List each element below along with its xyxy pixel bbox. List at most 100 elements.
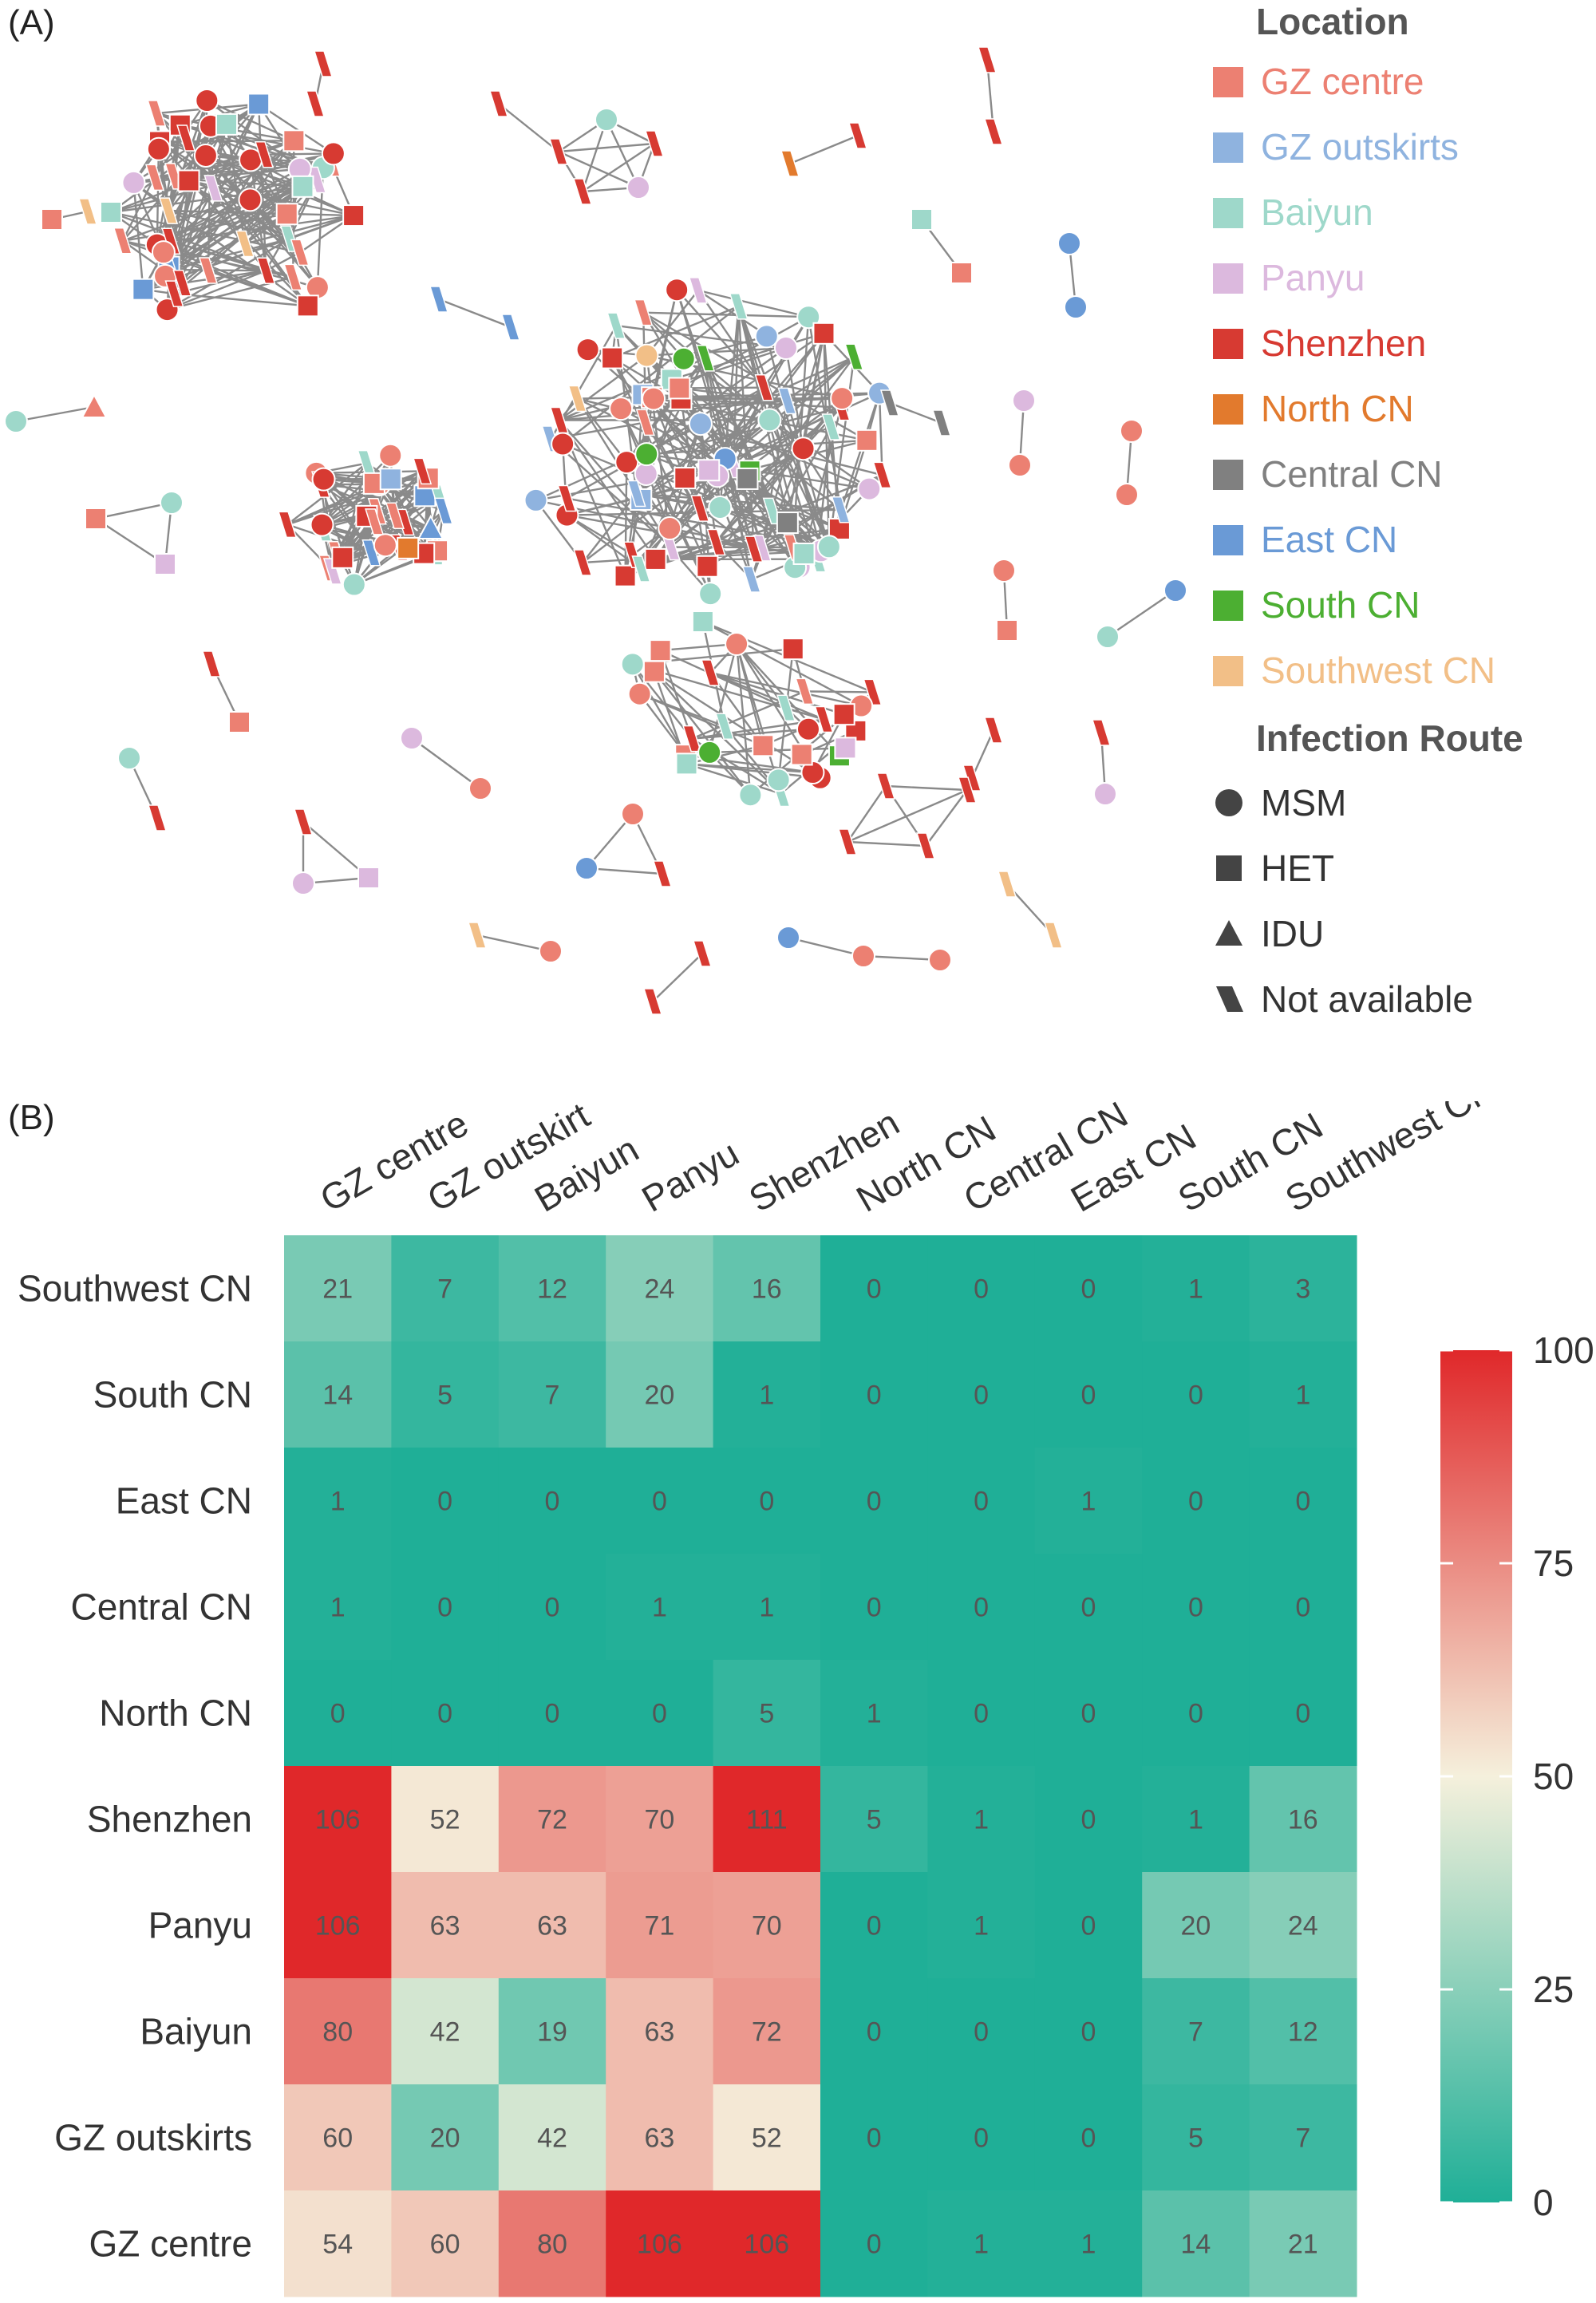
- network-node: [572, 178, 593, 205]
- network-edge: [925, 789, 968, 847]
- network-node: [983, 717, 1004, 744]
- network-node: [228, 711, 251, 733]
- network-node: [113, 227, 132, 255]
- heatmap-cell: [498, 1554, 606, 1661]
- colorbar-ticks: 0 25 50 75 100: [1440, 1329, 1594, 2223]
- network-edge: [257, 104, 267, 271]
- network-edge: [847, 840, 926, 847]
- heatmap-cell: [606, 1235, 714, 1342]
- network-node: [697, 459, 721, 482]
- network-node: [433, 497, 453, 525]
- heatmap-cell-label: 80: [322, 2017, 353, 2048]
- network-node: [644, 547, 667, 571]
- heatmap-cell: [606, 2190, 714, 2297]
- heatmap-cell-label: 0: [437, 1487, 452, 1517]
- network-node: [365, 508, 385, 535]
- heatmap-cell-label: 0: [545, 1593, 560, 1623]
- heatmap-cell-label: 14: [1180, 2230, 1211, 2260]
- legend-swatch: [1213, 591, 1243, 621]
- network-node: [983, 118, 1004, 145]
- legend-shape-circle: [1215, 789, 1242, 816]
- heatmap-cell: [1142, 1872, 1250, 1979]
- heatmap-cell: [498, 1235, 606, 1342]
- network-node: [635, 409, 655, 437]
- heatmap-cell: [820, 2084, 928, 2191]
- network-edge: [970, 729, 995, 779]
- network-node: [626, 176, 650, 199]
- heatmap-cell: [927, 1448, 1036, 1554]
- legend-route-label: MSM: [1261, 782, 1347, 824]
- network-node: [754, 324, 779, 349]
- network-node: [117, 746, 141, 770]
- network-edge: [708, 469, 753, 580]
- network-node: [844, 343, 864, 371]
- heatmap-cell-label: 0: [974, 1699, 989, 1729]
- network-node: [911, 208, 933, 231]
- network-node: [696, 345, 716, 372]
- legend-swatch: [1213, 656, 1243, 686]
- heatmap-y-tick-label: North CN: [99, 1693, 252, 1734]
- network-node: [837, 828, 858, 855]
- network-node: [757, 408, 782, 433]
- heatmap-cell-label: 0: [867, 1381, 882, 1411]
- heatmap-cell: [391, 1978, 500, 2085]
- network-node: [621, 802, 645, 826]
- legend-shape-triangle: [1215, 920, 1242, 946]
- network-node: [417, 514, 444, 540]
- network-edge: [709, 671, 824, 721]
- network-graph: [4, 46, 1187, 1015]
- legend-swatch: [1213, 198, 1243, 228]
- network-node: [642, 386, 666, 411]
- heatmap-cell-label: 1: [1295, 1381, 1310, 1411]
- network-node: [997, 871, 1017, 898]
- heatmap-chart: 21 7 12 24 16 0 0 0 1 314 5 7 20 1 0 0 0 0 11 0 0 0 0 0 0 1 0 01 0 0 1…: [18, 1101, 1594, 2297]
- network-edge: [558, 142, 655, 153]
- network-node: [400, 726, 424, 750]
- heatmap-cell: [927, 1660, 1036, 1767]
- network-node: [634, 298, 654, 326]
- heatmap-cell: [1249, 1978, 1357, 2085]
- network-edge: [807, 317, 842, 510]
- network-node: [290, 239, 310, 267]
- heatmap-cell-label: 5: [1188, 2123, 1203, 2154]
- network-edge: [676, 289, 764, 549]
- network-edge: [676, 289, 755, 550]
- heatmap-cell-label: 106: [315, 1805, 361, 1835]
- network-edge: [635, 356, 855, 495]
- heatmap-cell: [391, 1872, 500, 1979]
- network-node: [159, 197, 179, 224]
- network-node: [855, 429, 879, 452]
- heatmap-cell: [606, 1872, 714, 1979]
- network-edge: [582, 419, 771, 563]
- network-node: [85, 508, 107, 530]
- heatmap-cell: [498, 1766, 606, 1873]
- heatmap-cell-label: 80: [537, 2230, 567, 2260]
- heatmap-cell-label: 16: [752, 1274, 782, 1305]
- network-node: [634, 343, 659, 368]
- heatmap-cell: [284, 1341, 392, 1448]
- colorbar-tick-label: 0: [1533, 2182, 1554, 2223]
- heatmap-cell-label: 0: [1188, 1699, 1203, 1729]
- heatmap-cell: [606, 1554, 714, 1661]
- network-edge: [651, 397, 710, 471]
- network-node: [606, 312, 626, 339]
- network-node: [523, 488, 548, 512]
- heatmap-cell: [1142, 1660, 1250, 1767]
- heatmap-cell: [606, 2084, 714, 2191]
- heatmap-cell: [820, 1978, 928, 2085]
- network-node: [915, 832, 936, 859]
- network-node: [551, 432, 575, 456]
- network-edge: [15, 405, 95, 423]
- network-node: [780, 150, 800, 177]
- network-node: [291, 871, 315, 895]
- heatmap-cell-label: 0: [867, 2017, 882, 2048]
- network-node: [631, 555, 651, 583]
- network-edge: [697, 289, 809, 318]
- heatmap-cell: [927, 1235, 1036, 1342]
- network-node: [634, 442, 659, 467]
- heatmap-cell: [284, 1766, 392, 1873]
- heatmap-cell: [284, 1660, 392, 1767]
- heatmap-cell-label: 60: [430, 2230, 460, 2260]
- network-node: [658, 516, 682, 541]
- network-edge: [678, 316, 809, 389]
